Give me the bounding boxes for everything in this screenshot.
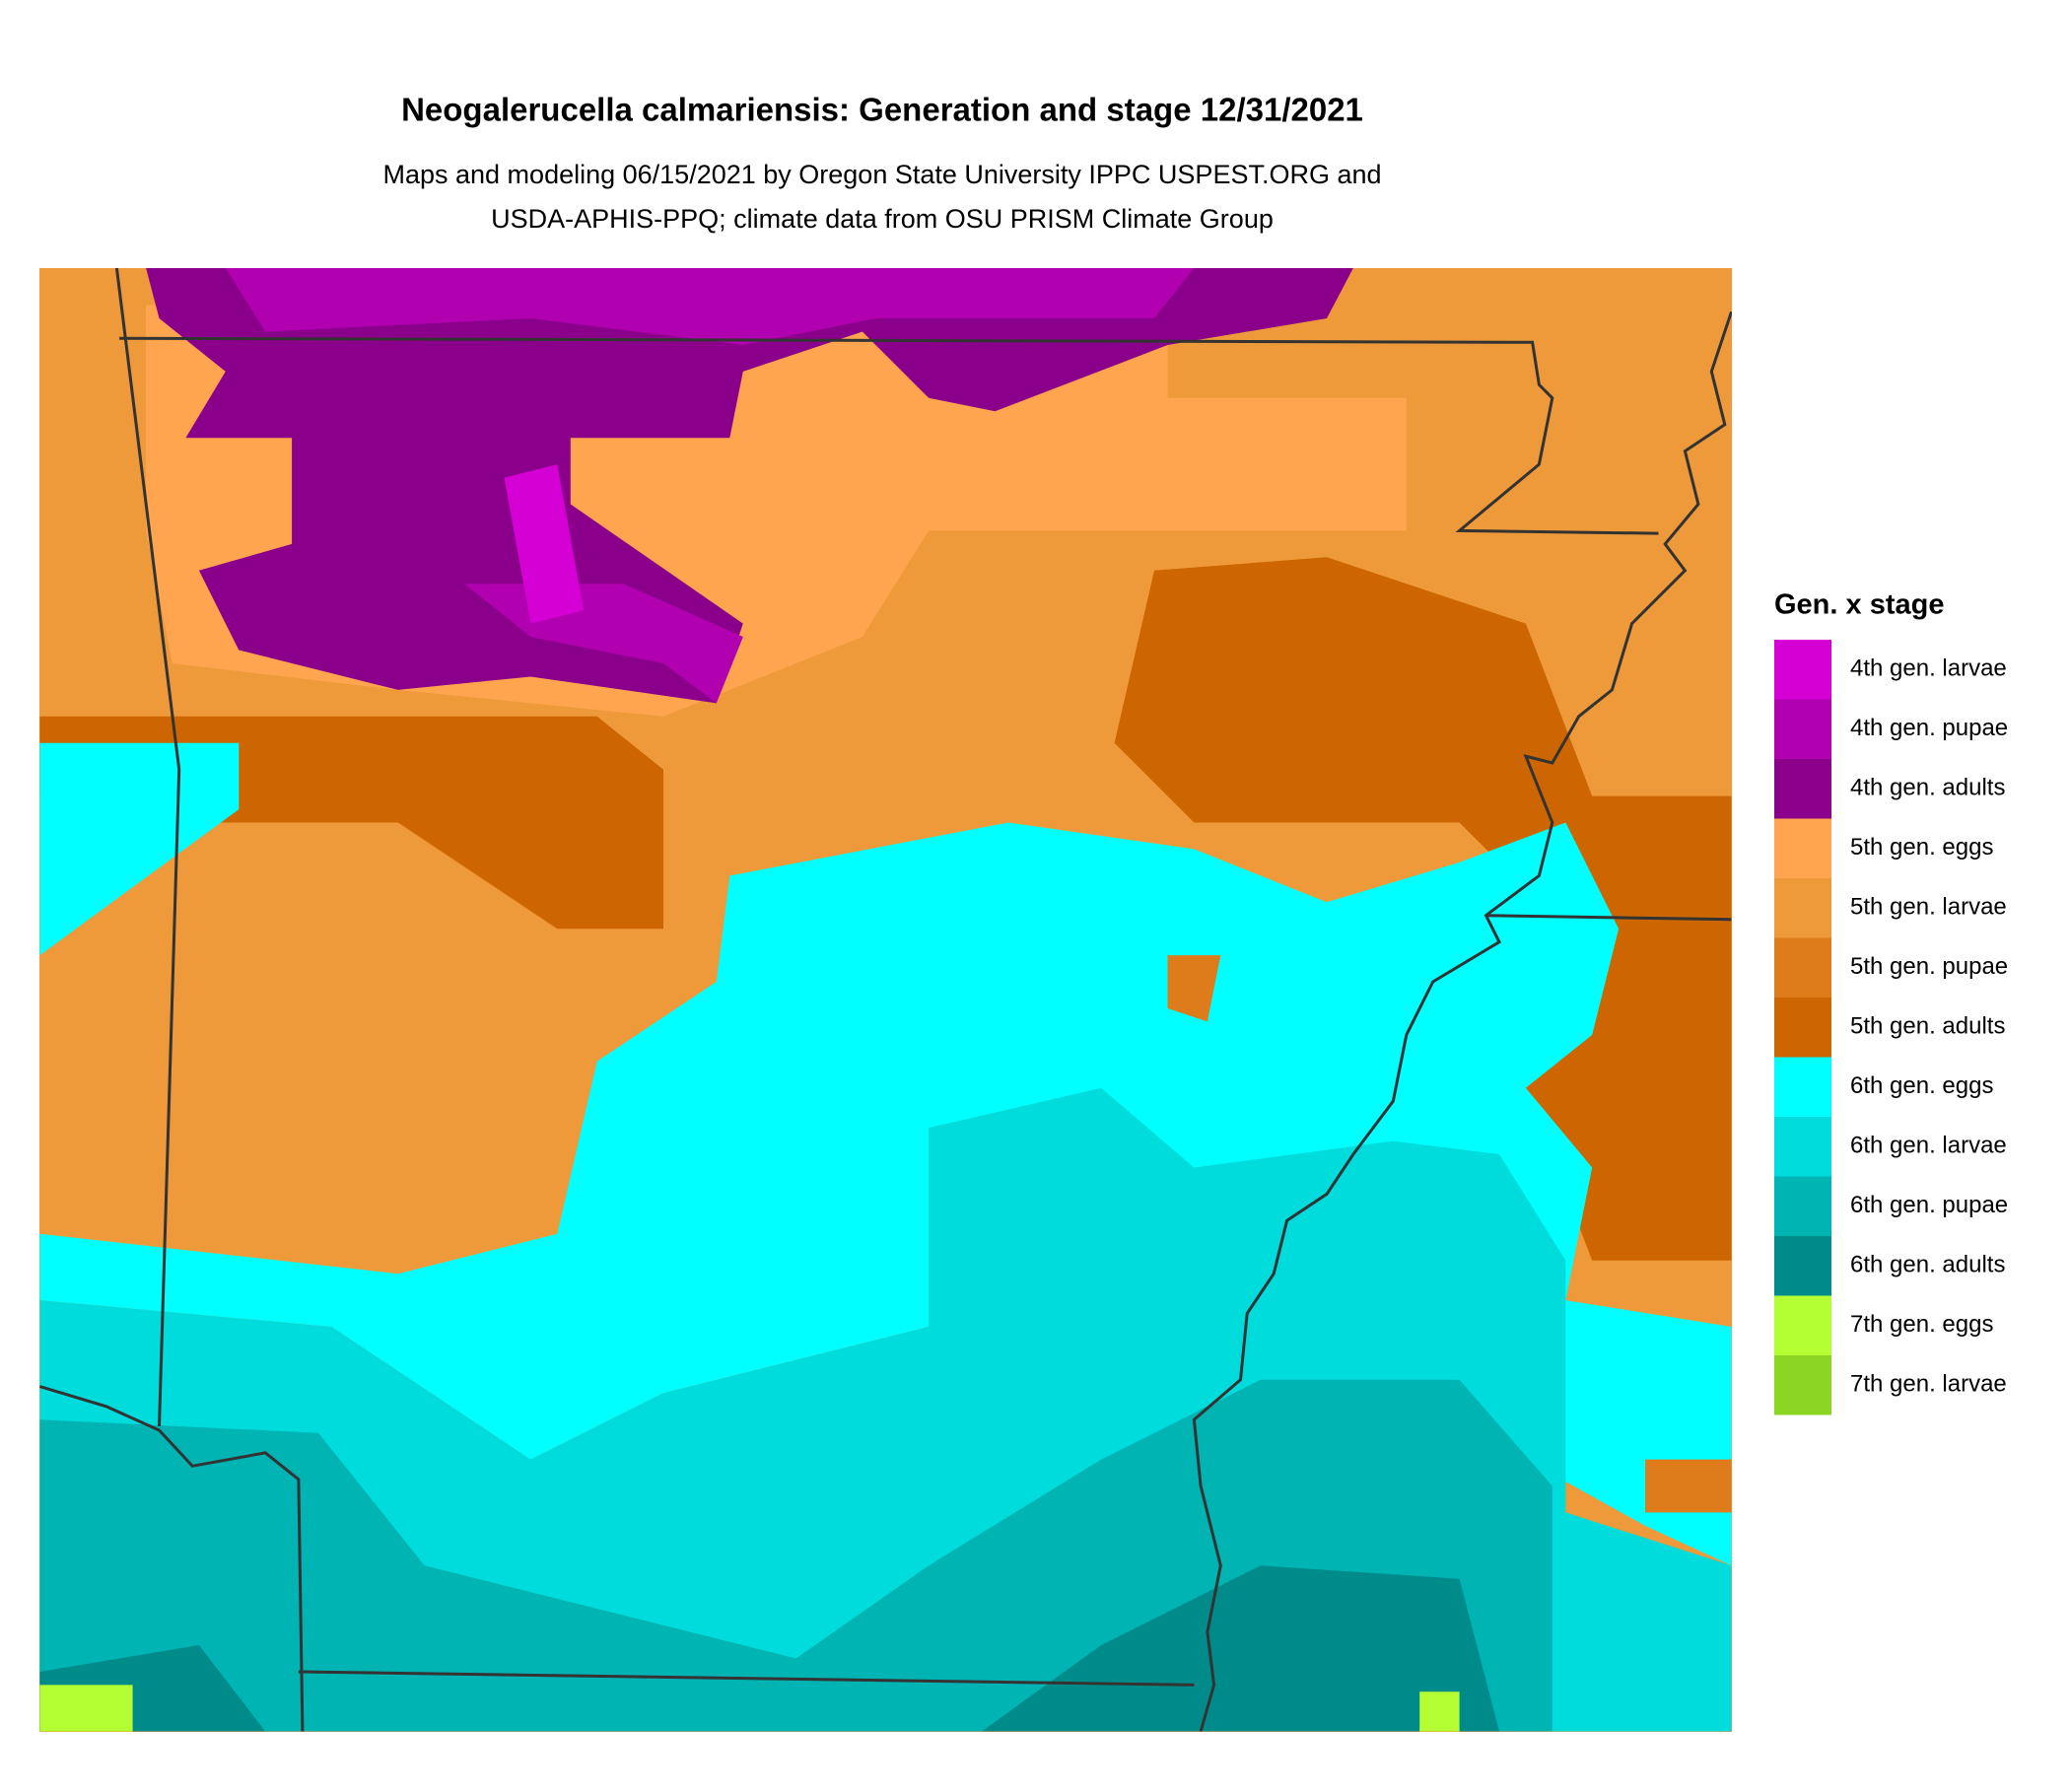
map-subtitle: Maps and modeling 06/15/2021 by Oregon S…: [382, 160, 1381, 189]
legend-swatch: [1774, 818, 1831, 878]
legend-label: 4th gen. pupae: [1850, 715, 2008, 741]
legend-swatch: [1774, 1057, 1831, 1117]
state-border: [119, 336, 1659, 535]
legend-label: 4th gen. adults: [1850, 774, 2005, 800]
legend-label: 5th gen. larvae: [1850, 893, 2007, 920]
map-region: [1167, 955, 1221, 1022]
map-region: [39, 742, 240, 956]
state-border: [114, 268, 181, 1427]
legend-label: 4th gen. larvae: [1850, 655, 2007, 681]
legend-label: 7th gen. larvae: [1850, 1370, 2007, 1397]
legend-label: 6th gen. eggs: [1850, 1072, 1993, 1099]
legend-swatch: [1774, 1176, 1831, 1236]
map-region: [225, 268, 1195, 345]
legend-swatch: [1774, 937, 1831, 998]
map-region: [146, 268, 1353, 704]
state-border: [1485, 914, 1732, 922]
state-border: [39, 1385, 305, 1732]
legend-swatch: [1774, 1295, 1831, 1355]
legend-swatch: [1774, 1117, 1831, 1177]
legend: 4th gen. larvae 4th gen. pupae 4th gen. ad…: [1774, 640, 2008, 1415]
legend-title: Gen. x stage: [1774, 589, 1944, 621]
map-region: [1114, 557, 1732, 1261]
map-region: [1645, 1459, 1732, 1513]
legend-label: 5th gen. adults: [1850, 1012, 2005, 1039]
legend-swatch: [1774, 699, 1831, 759]
map-region: [982, 1565, 1499, 1732]
map-title: Neogalerucella calmariensis: Generation …: [401, 92, 1363, 128]
map-region: [39, 1685, 133, 1732]
legend-label: 6th gen. pupae: [1850, 1192, 2008, 1218]
legend-label: 5th gen. eggs: [1850, 834, 1993, 861]
map-region: [504, 464, 585, 624]
legend-label: 5th gen. pupae: [1850, 953, 2008, 980]
map-subtitle: USDA-APHIS-PPQ; climate data from OSU PR…: [491, 204, 1274, 234]
legend-swatch: [1774, 1355, 1831, 1415]
map-region: [1419, 1691, 1460, 1732]
legend-label: 6th gen. adults: [1850, 1251, 2005, 1277]
legend-swatch: [1774, 878, 1831, 938]
map-area: [39, 268, 1732, 1732]
legend-label: 6th gen. larvae: [1850, 1132, 2007, 1158]
legend-swatch: [1774, 759, 1831, 819]
legend-swatch: [1774, 640, 1831, 700]
state-border: [1192, 310, 1732, 1732]
legend-swatch: [1774, 998, 1831, 1058]
legend-swatch: [1774, 1236, 1831, 1296]
state-border: [298, 1670, 1195, 1687]
legend-label: 7th gen. eggs: [1850, 1311, 1993, 1338]
